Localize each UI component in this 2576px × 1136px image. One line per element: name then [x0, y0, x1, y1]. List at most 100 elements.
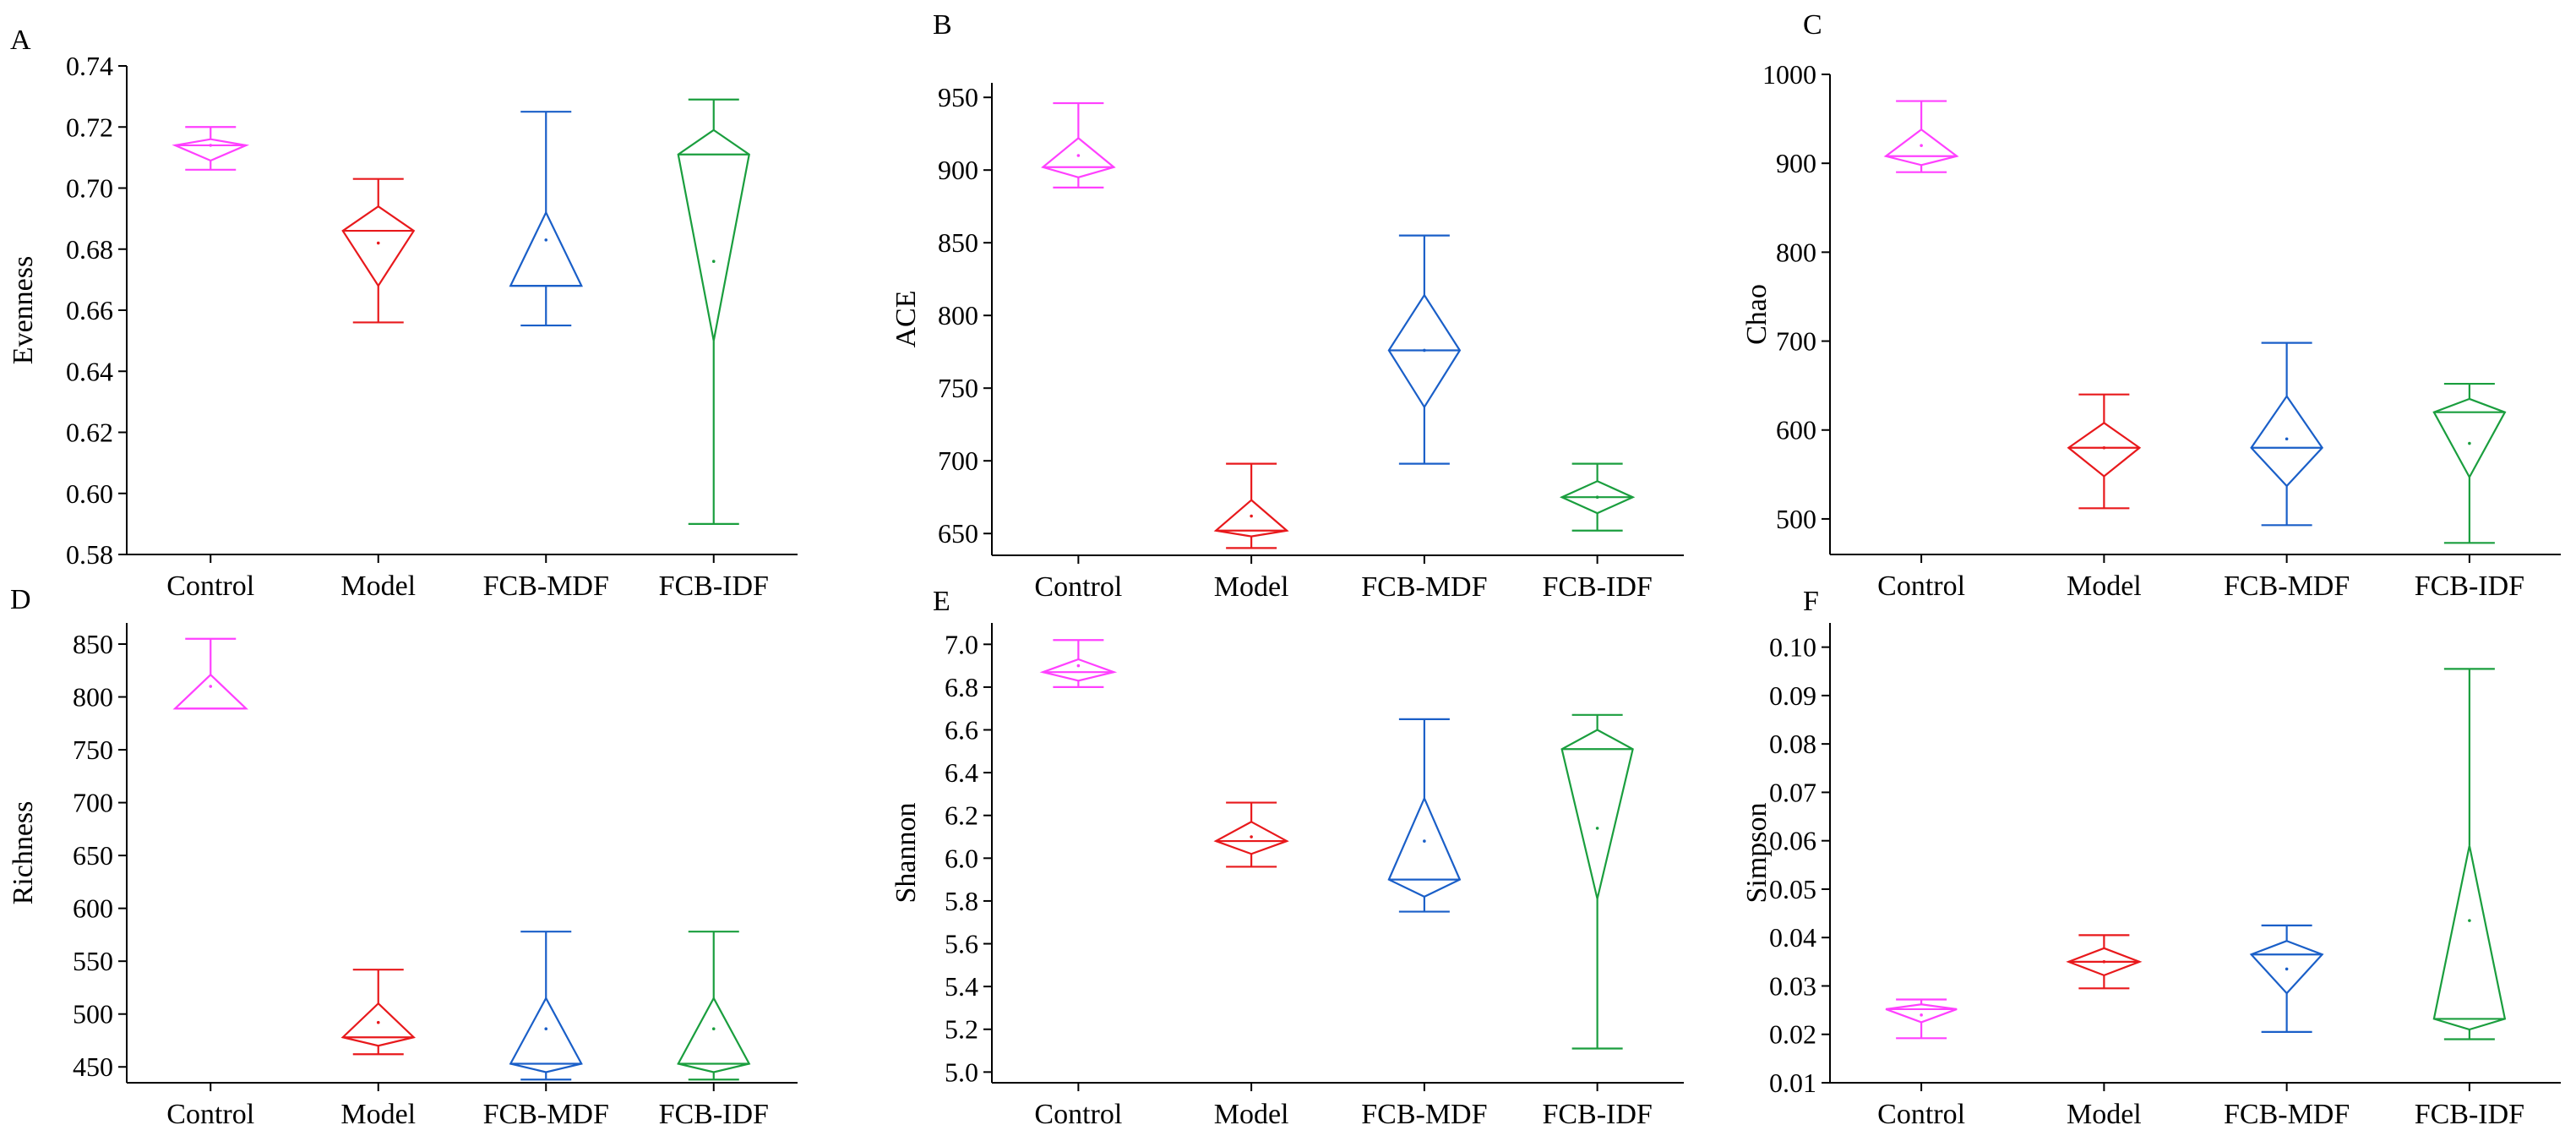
y-tick-label: 0.05: [1769, 874, 1816, 904]
box-body: [1039, 658, 1118, 682]
y-tick-label: 1000: [1762, 59, 1816, 90]
y-axis-label: Chao: [1741, 284, 1773, 345]
mean-point: [1920, 1013, 1923, 1017]
box-body: [2067, 421, 2142, 478]
mean-point: [1595, 495, 1599, 499]
box-control: [172, 126, 250, 171]
box-body: [1559, 480, 1636, 515]
y-tick-label: 750: [938, 373, 978, 403]
y-tick-label: 0.70: [66, 173, 113, 204]
box-fcb-idf: [1560, 713, 1634, 1050]
box-body: [1885, 1003, 1958, 1024]
y-tick-label: 650: [73, 840, 113, 871]
mean-point: [2285, 967, 2289, 971]
box-fcb-mdf: [1387, 234, 1462, 465]
mean-point: [2285, 437, 2289, 441]
box-body: [172, 673, 248, 710]
y-tick-label: 650: [938, 518, 978, 549]
y-tick-label: 450: [73, 1051, 113, 1082]
mean-point: [544, 1027, 548, 1031]
y-tick-label: 0.04: [1769, 922, 1816, 953]
panel-D: D 450 500 550 600 650 700 750 800 850 Richness Cont…: [8, 584, 798, 1130]
y-axis-label: Simpson: [1741, 802, 1773, 903]
x-tick-label: Control: [1034, 571, 1122, 603]
panel-B: B 650 700 750 800 850 900 950 ACE Control Model FCB…: [890, 9, 1684, 603]
y-tick-label: 6.6: [945, 715, 978, 746]
x-tick-label: FCB-IDF: [1542, 571, 1652, 603]
y-tick-label: 850: [938, 227, 978, 258]
box-body: [1041, 136, 1116, 178]
box-fcb-idf: [2432, 382, 2507, 544]
x-tick-label: FCB-MDF: [1361, 1099, 1487, 1130]
panel-E: E 5.0 5.2 5.4 5.6 5.8 6.0 6.2 6.4 6.6 6.8 7.0 Shanno…: [890, 586, 1684, 1130]
box-model: [1213, 801, 1289, 868]
y-tick-label: 5.0: [945, 1057, 978, 1087]
box-fcb-mdf: [2250, 341, 2324, 527]
y-tick-label: 700: [938, 445, 978, 476]
box-control: [1883, 100, 1959, 173]
panel-letter: A: [10, 25, 31, 56]
mean-point: [2468, 441, 2471, 445]
x-tick-label: Model: [1214, 571, 1289, 603]
mean-point: [376, 241, 380, 245]
box-model: [2067, 393, 2142, 510]
box-body: [677, 128, 750, 341]
x-tick-label: Control: [166, 571, 254, 602]
y-tick-label: 850: [73, 629, 113, 659]
mean-point: [1250, 835, 1253, 838]
box-body: [1387, 795, 1462, 898]
y-tick-label: 800: [938, 300, 978, 330]
box-fcb-idf: [2432, 668, 2507, 1040]
mean-point: [1250, 514, 1253, 518]
y-tick-label: 0.64: [66, 356, 113, 386]
x-tick-label: FCB-IDF: [659, 1099, 769, 1130]
box-body: [1560, 729, 1634, 899]
y-tick-label: 0.06: [1769, 826, 1816, 856]
y-tick-label: 6.2: [945, 800, 978, 831]
x-tick-label: FCB-IDF: [1542, 1099, 1652, 1130]
box-fcb-idf: [1559, 462, 1636, 532]
y-tick-label: 600: [73, 893, 113, 924]
x-tick-label: FCB-IDF: [659, 571, 769, 602]
y-tick-label: 500: [1776, 504, 1816, 534]
box-body: [509, 210, 584, 287]
x-tick-label: Control: [166, 1099, 254, 1130]
y-tick-label: 0.62: [66, 418, 113, 448]
y-tick-label: 5.4: [945, 971, 978, 1002]
box-fcb-idf: [677, 931, 751, 1081]
y-tick-label: 7.0: [945, 629, 978, 659]
y-tick-label: 900: [1776, 148, 1816, 178]
mean-point: [711, 1027, 716, 1031]
box-body: [2432, 845, 2507, 1031]
y-tick-label: 5.6: [945, 929, 978, 959]
mean-point: [711, 259, 716, 264]
y-tick-label: 0.58: [66, 539, 113, 570]
mean-point: [209, 685, 213, 688]
y-tick-label: 0.08: [1769, 729, 1816, 759]
x-tick-label: FCB-MDF: [2224, 571, 2350, 602]
box-fcb-mdf: [509, 931, 583, 1081]
panel-letter: F: [1803, 586, 1819, 617]
y-tick-label: 6.8: [945, 672, 978, 702]
panel-letter: C: [1803, 9, 1822, 41]
box-control: [172, 637, 248, 710]
box-body: [2066, 947, 2143, 977]
y-tick-label: 0.02: [1769, 1019, 1816, 1050]
x-tick-label: FCB-MDF: [483, 1099, 609, 1130]
box-fcb-mdf: [509, 111, 584, 327]
x-tick-label: Control: [1877, 1099, 1965, 1130]
y-tick-label: 0.03: [1769, 970, 1816, 1001]
box-body: [2432, 397, 2507, 479]
y-tick-label: 6.4: [945, 757, 978, 788]
y-tick-label: 750: [73, 735, 113, 765]
box-model: [1213, 462, 1289, 549]
y-tick-label: 0.74: [66, 51, 113, 81]
y-tick-label: 0.09: [1769, 680, 1816, 711]
box-body: [509, 996, 583, 1073]
box-control: [1885, 998, 1958, 1040]
y-tick-label: 0.10: [1769, 632, 1816, 663]
x-tick-label: Model: [1214, 1099, 1289, 1130]
x-tick-label: FCB-IDF: [2415, 1099, 2524, 1130]
y-tick-label: 0.66: [66, 295, 113, 325]
